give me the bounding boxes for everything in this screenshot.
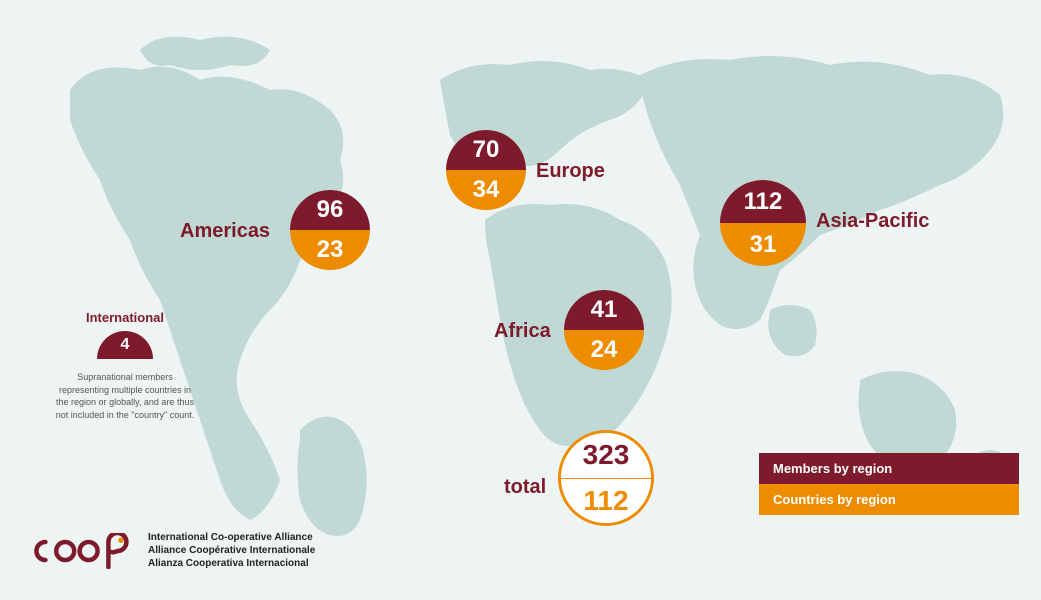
logo-line-2: Alliance Coopérative Internationale [148,544,315,557]
badge-americas: 96 23 [290,190,370,270]
logo-line-3: Alianza Cooperativa Internacional [148,557,315,570]
badge-asia-pacific: 112 31 [720,180,806,266]
logo-line-1: International Co-operative Alliance [148,531,315,544]
label-americas: Americas [180,220,270,243]
legend-countries: Countries by region [759,484,1019,515]
label-total: total [504,476,546,499]
legend: Members by region Countries by region [759,453,1019,515]
logo: International Co-operative Alliance Alli… [30,531,315,570]
label-europe: Europe [536,160,605,183]
badge-europe: 70 34 [446,130,526,210]
logo-text: International Co-operative Alliance Alli… [148,531,315,570]
label-africa: Africa [494,320,551,343]
international-label: International [55,310,195,325]
international-block: International 4 Supranational members re… [55,310,195,421]
legend-members: Members by region [759,453,1019,484]
label-asia-pacific: Asia-Pacific [816,210,929,233]
badge-total: 323 112 [558,430,654,526]
international-note: Supranational members representing multi… [55,371,195,421]
coop-logo-icon [30,533,140,569]
international-value: 4 [97,331,153,359]
badge-africa: 41 24 [564,290,644,370]
